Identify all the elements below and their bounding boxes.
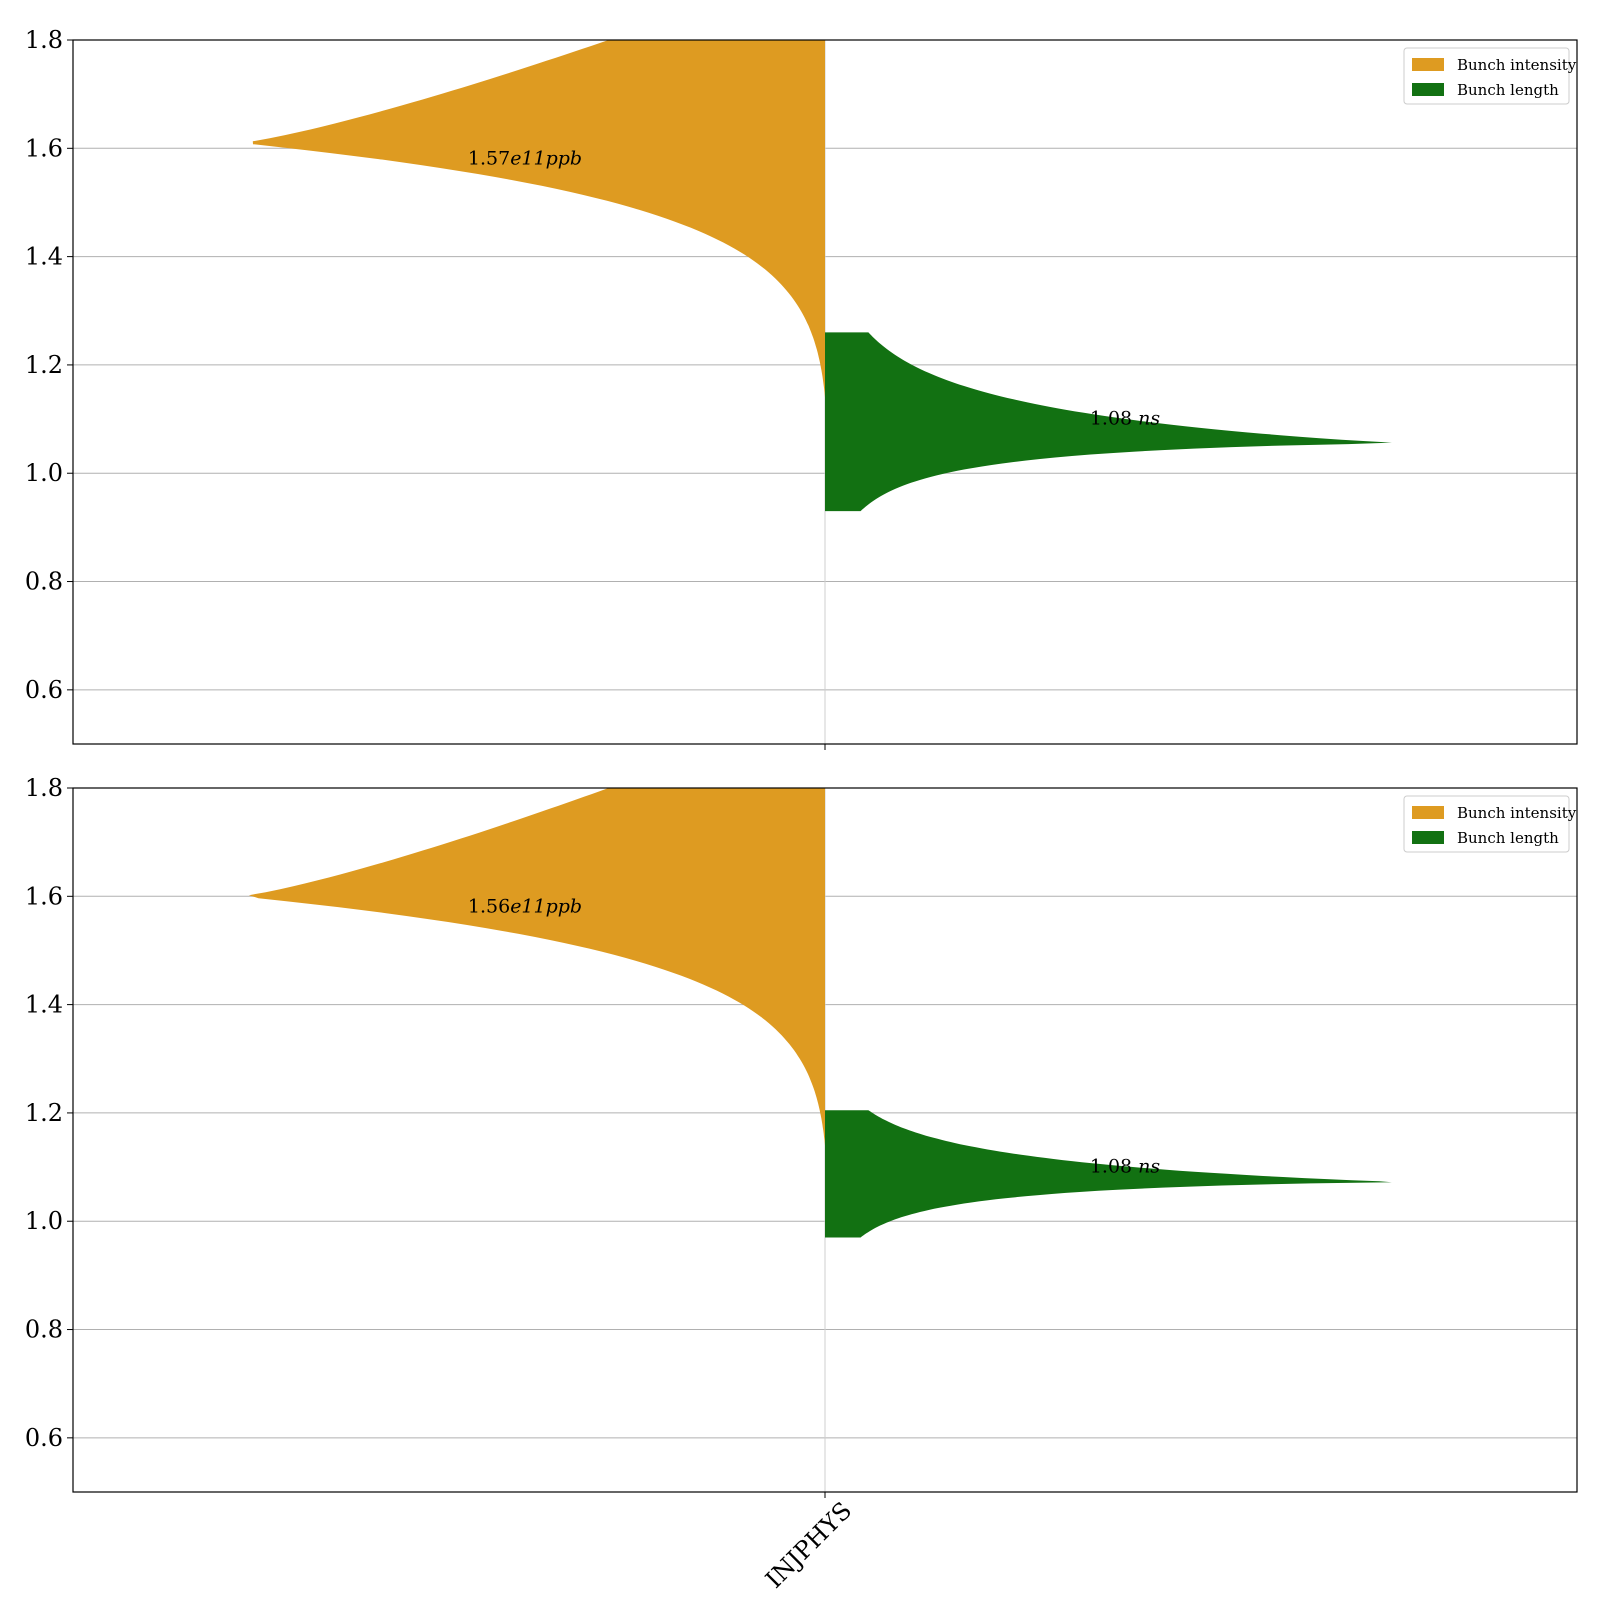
annotation-bunch-length: 1.08 ns	[1090, 407, 1161, 429]
legend-box	[1403, 47, 1570, 105]
annotation-bunch-intensity: 1.56e11ppb	[468, 896, 582, 918]
annotation-bunch-length: 1.08 ns	[1090, 1155, 1161, 1177]
legend-swatch	[1412, 83, 1444, 96]
xtick-label: INJPHYS	[760, 1496, 857, 1593]
ytick-label: 1.4	[25, 991, 63, 1019]
legend-label: Bunch length	[1457, 81, 1559, 99]
violin-bunch-length	[825, 1110, 1392, 1238]
ytick-label: 1.2	[25, 1099, 63, 1127]
violin-bunch-intensity	[248, 788, 825, 1146]
plot-area	[248, 788, 1392, 1238]
annotation-bunch-intensity: 1.57e11ppb	[468, 148, 582, 170]
ytick-label: 0.8	[25, 1316, 63, 1344]
legend-swatch	[1412, 58, 1444, 71]
violin-bunch-length	[825, 332, 1392, 512]
legend-swatch	[1412, 806, 1444, 819]
ytick-label: 1.6	[25, 134, 63, 162]
violin-bunch-intensity	[252, 40, 826, 398]
ytick-label: 1.4	[25, 243, 63, 271]
legend-swatch	[1412, 831, 1444, 844]
ytick-label: 1.0	[25, 1207, 63, 1235]
ytick-label: 1.8	[25, 774, 63, 802]
legend-box	[1403, 795, 1570, 853]
ytick-label: 0.6	[25, 676, 63, 704]
legend-label: Bunch length	[1457, 829, 1559, 847]
ytick-label: 1.2	[25, 351, 63, 379]
plot-area	[252, 40, 1392, 512]
ytick-label: 0.8	[25, 568, 63, 596]
ytick-label: 1.0	[25, 459, 63, 487]
panel-1: 1.57e11ppb 1.08 ns 0.6 0.8 1.0 1.2 1.4 1.6 1.8 Bu…	[25, 26, 1578, 750]
legend-label: Bunch intensity	[1457, 804, 1577, 822]
legend-label: Bunch intensity	[1457, 56, 1577, 74]
ytick-label: 0.6	[25, 1424, 63, 1452]
ytick-label: 1.6	[25, 882, 63, 910]
panel-2: 1.56e11ppb 1.08 ns 0.6 0.8 1.0 1.2 1.4 1.6 1.8 Bu…	[25, 774, 1578, 1594]
ytick-label: 1.8	[25, 26, 63, 54]
